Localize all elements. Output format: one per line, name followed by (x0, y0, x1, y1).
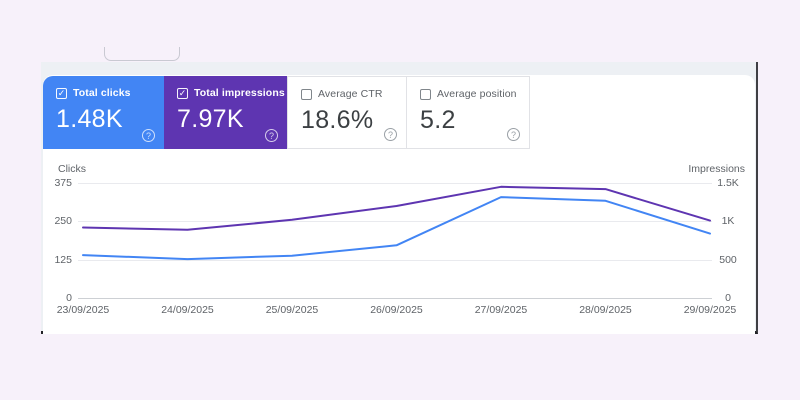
help-icon[interactable]: ? (384, 128, 397, 141)
gridline-0 (78, 298, 712, 299)
left-axis-tick-375: 375 (54, 177, 72, 189)
card-label: Total impressions (194, 87, 285, 99)
search-console-performance-panel: ✓ Total clicks 1.48K ? ✓ Total impressio… (41, 62, 758, 334)
card-header: Average CTR (301, 88, 406, 100)
left-axis-tick-0: 0 (66, 292, 72, 304)
x-axis-label-29/09/2025: 29/09/2025 (683, 304, 737, 316)
left-axis-tick-250: 250 (54, 215, 72, 228)
card-label: Total clicks (73, 87, 131, 99)
metric-card-total-impressions[interactable]: ✓ Total impressions 7.97K ? (164, 76, 287, 149)
help-icon[interactable]: ? (265, 129, 278, 142)
checkbox-unchecked-icon[interactable] (420, 88, 431, 100)
right-axis-tick-0: 0 (725, 292, 731, 304)
total-clicks-line (82, 196, 711, 261)
x-axis-label-24/09/2025: 24/09/2025 (161, 304, 214, 316)
total-impressions-value: 7.97K (177, 105, 244, 133)
cutoff-element-fragment (104, 47, 180, 61)
chart-plot-area[interactable] (40, 170, 720, 310)
x-axis-label-23/09/2025: 23/09/2025 (56, 304, 110, 316)
card-header: ✓ Total impressions (177, 87, 287, 99)
checkbox-unchecked-icon[interactable] (301, 88, 312, 100)
card-header: ✓ Total clicks (56, 87, 164, 99)
metric-cards-row: ✓ Total clicks 1.48K ? ✓ Total impressio… (43, 76, 530, 149)
gridline-375 (78, 183, 712, 184)
right-axis-tick-1.5K: 1.5K (717, 177, 739, 189)
x-axis-label-25/09/2025: 25/09/2025 (265, 304, 319, 316)
metric-card-average-ctr[interactable]: Average CTR 18.6% ? (287, 76, 407, 149)
right-axis-tick-500: 500 (719, 253, 737, 266)
average-position-value: 5.2 (420, 106, 456, 134)
total-impressions-line (82, 185, 711, 231)
average-ctr-value: 18.6% (301, 106, 374, 134)
help-icon[interactable]: ? (507, 128, 520, 141)
left-axis-title: Clicks (58, 163, 86, 175)
x-axis-label-26/09/2025: 26/09/2025 (370, 304, 423, 316)
total-clicks-value: 1.48K (56, 105, 123, 133)
x-axis-label-27/09/2025: 27/09/2025 (474, 304, 528, 316)
gridline-125 (78, 259, 712, 261)
checkbox-checked-icon[interactable]: ✓ (56, 87, 67, 99)
card-label: Average CTR (318, 88, 383, 100)
card-header: Average position (420, 88, 529, 100)
metric-card-total-clicks[interactable]: ✓ Total clicks 1.48K ? (43, 76, 164, 149)
card-label: Average position (437, 88, 517, 100)
left-axis-tick-125: 125 (54, 253, 72, 266)
right-axis-title: Impressions (688, 163, 745, 175)
checkbox-checked-icon[interactable]: ✓ (177, 87, 188, 99)
right-axis-tick-1K: 1K (721, 215, 735, 228)
metric-card-average-position[interactable]: Average position 5.2 ? (407, 76, 530, 149)
gridline-250 (78, 221, 712, 223)
x-axis-label-28/09/2025: 28/09/2025 (579, 304, 632, 316)
help-icon[interactable]: ? (142, 129, 155, 142)
